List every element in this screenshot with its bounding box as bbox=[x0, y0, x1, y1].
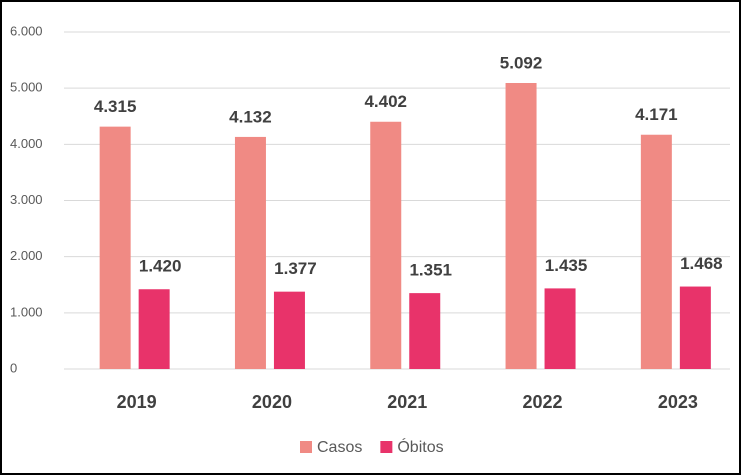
x-tick-label: 2023 bbox=[658, 392, 698, 412]
value-label: 1.351 bbox=[409, 261, 452, 280]
legend-label: Casos bbox=[317, 439, 362, 456]
value-label: 1.435 bbox=[545, 256, 588, 275]
bar bbox=[273, 291, 305, 369]
value-label: 4.315 bbox=[94, 97, 137, 116]
x-tick-label: 2021 bbox=[387, 392, 427, 412]
y-tick-label: 6.000 bbox=[10, 23, 43, 38]
bar bbox=[679, 286, 711, 369]
x-tick-label: 2020 bbox=[252, 392, 292, 412]
bar bbox=[99, 126, 131, 369]
y-tick-label: 1.000 bbox=[10, 304, 43, 319]
value-label: 1.377 bbox=[274, 259, 317, 278]
y-tick-label: 4.000 bbox=[10, 136, 43, 151]
value-label: 5.092 bbox=[500, 53, 543, 72]
bar bbox=[234, 136, 266, 369]
bar bbox=[640, 134, 672, 369]
legend-swatch bbox=[380, 441, 393, 453]
value-label: 4.132 bbox=[229, 107, 272, 126]
value-label: 4.402 bbox=[364, 92, 407, 111]
bar bbox=[505, 82, 537, 370]
legend-swatch bbox=[300, 441, 312, 453]
y-tick-label: 0 bbox=[10, 360, 17, 375]
bar bbox=[544, 288, 576, 369]
y-tick-label: 3.000 bbox=[10, 192, 43, 207]
x-tick-label: 2019 bbox=[117, 392, 157, 412]
y-tick-label: 5.000 bbox=[10, 80, 43, 95]
legend-label: Óbitos bbox=[397, 437, 443, 456]
bar bbox=[409, 293, 441, 369]
bar bbox=[138, 289, 170, 369]
value-label: 4.171 bbox=[635, 105, 678, 124]
y-tick-label: 2.000 bbox=[10, 248, 43, 263]
x-tick-label: 2022 bbox=[523, 392, 563, 412]
bar bbox=[370, 121, 402, 369]
value-label: 1.420 bbox=[139, 257, 182, 276]
value-label: 1.468 bbox=[680, 254, 723, 273]
